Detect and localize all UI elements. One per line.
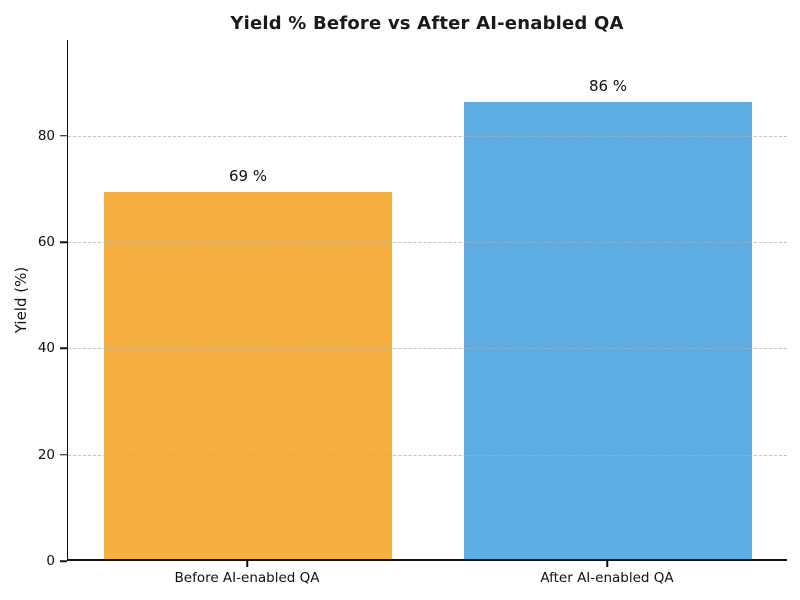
plot-area: 69 % 86 % bbox=[67, 40, 787, 561]
chart-title: Yield % Before vs After AI-enabled QA bbox=[230, 13, 624, 34]
bar-value-label-0: 69 % bbox=[228, 167, 268, 186]
bar-0 bbox=[104, 192, 392, 559]
x-tick-label-1: After AI-enabled QA bbox=[540, 570, 674, 586]
y-tick-label-20: 20 bbox=[37, 446, 55, 463]
bar-value-label-1: 86 % bbox=[588, 76, 628, 95]
x-tick-mark-0 bbox=[246, 561, 248, 567]
gridline-y-60 bbox=[68, 242, 787, 244]
y-tick-mark-0 bbox=[60, 560, 67, 562]
y-axis-label: Yield (%) bbox=[12, 266, 30, 334]
y-tick-label-80: 80 bbox=[37, 127, 55, 144]
y-tick-label-40: 40 bbox=[37, 340, 55, 357]
y-tick-mark-40 bbox=[60, 347, 67, 350]
y-tick-mark-20 bbox=[60, 453, 67, 456]
bar-1 bbox=[464, 101, 752, 559]
y-tick-label-0: 0 bbox=[46, 553, 55, 569]
gridline-y-80 bbox=[68, 135, 787, 137]
y-tick-mark-80 bbox=[60, 134, 67, 137]
x-tick-mark-1 bbox=[606, 561, 608, 567]
gridline-y-20 bbox=[68, 454, 787, 456]
gridline-y-40 bbox=[68, 348, 787, 350]
y-tick-mark-60 bbox=[60, 241, 67, 243]
x-tick-label-0: Before AI-enabled QA bbox=[174, 570, 320, 586]
y-tick-label-60: 60 bbox=[37, 234, 55, 251]
